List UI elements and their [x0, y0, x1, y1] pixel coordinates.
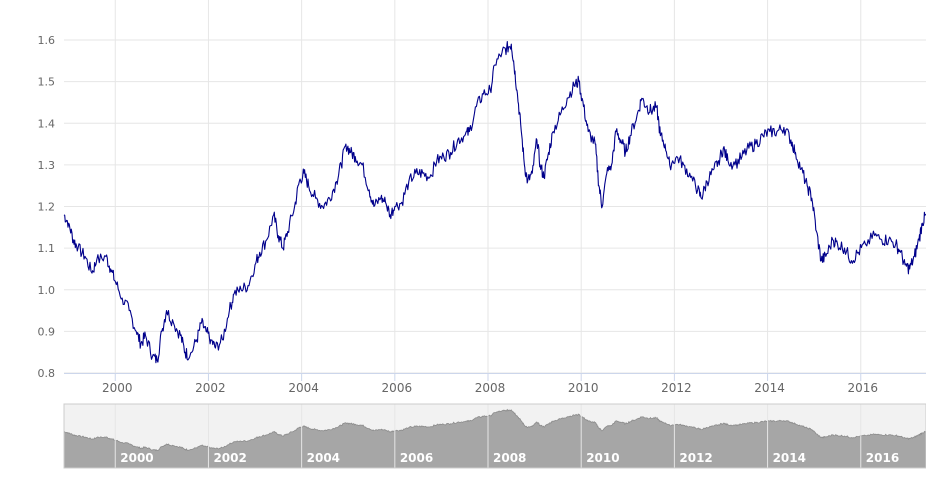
y-tick-label: 1.2	[38, 201, 56, 214]
series-line	[63, 41, 926, 364]
x-tick-label: 2006	[382, 381, 413, 395]
y-tick-label: 1.3	[38, 159, 56, 172]
navigator[interactable]: 2000 2002 2004 2006 2008 2010 2012 2014 2016	[63, 403, 926, 469]
x-tick-label: 2014	[754, 381, 785, 395]
x-tick-label: 2012	[661, 381, 692, 395]
x-tick-label: 2016	[847, 381, 878, 395]
navigator-tick-label: 2012	[679, 451, 712, 465]
navigator-tick-label: 2016	[866, 451, 899, 465]
x-tick-label: 2002	[195, 381, 226, 395]
x-tick-label: 2004	[288, 381, 319, 395]
navigator-tick-label: 2010	[586, 451, 619, 465]
navigator-tick-label: 2002	[213, 451, 246, 465]
x-tick-label: 2000	[102, 381, 133, 395]
y-tick-label: 0.8	[38, 367, 56, 380]
plot-area	[63, 41, 926, 364]
navigator-tick-label: 2008	[493, 451, 526, 465]
x-tick-label: 2010	[568, 381, 599, 395]
navigator-tick-label: 2004	[307, 451, 340, 465]
navigator-tick-label: 2006	[400, 451, 433, 465]
grid	[64, 0, 926, 374]
y-tick-label: 1.6	[38, 34, 56, 47]
navigator-tick-label: 2014	[773, 451, 806, 465]
x-axis: 2000 2002 2004 2006 2008 2010 2012 2014 2016	[64, 373, 926, 395]
navigator-frame[interactable]	[63, 403, 926, 469]
x-tick-label: 2008	[475, 381, 506, 395]
y-tick-label: 0.9	[38, 325, 56, 338]
y-axis: 0.8 0.9 1.0 1.1 1.2 1.3 1.4 1.5 1.6	[38, 34, 56, 380]
y-tick-label: 1.5	[38, 76, 56, 89]
y-tick-label: 1.4	[38, 117, 56, 130]
navigator-tick-label: 2000	[120, 451, 153, 465]
y-tick-label: 1.0	[38, 284, 56, 297]
y-tick-label: 1.1	[38, 242, 56, 255]
